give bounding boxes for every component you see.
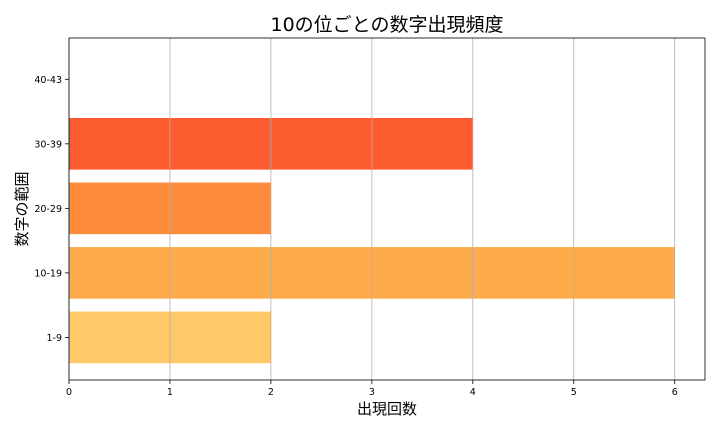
x-tick-label: 3: [369, 387, 375, 398]
x-tick-label: 4: [470, 387, 476, 398]
x-axis-label: 出現回数: [357, 400, 417, 418]
x-tick-label: 5: [571, 387, 577, 398]
y-axis-label: 数字の範囲: [13, 171, 31, 246]
y-tick-label: 30-39: [34, 139, 62, 150]
y-tick-label: 10-19: [34, 268, 62, 279]
x-tick-label: 1: [167, 387, 173, 398]
y-tick-label: 1-9: [46, 333, 62, 344]
x-tick-label: 0: [66, 387, 72, 398]
chart-title: 10の位ごとの数字出現頻度: [271, 14, 504, 36]
y-tick-label: 20-29: [34, 204, 62, 215]
x-tick-label: 6: [672, 387, 678, 398]
plot-frame: [68, 37, 706, 381]
x-tick-label: 2: [268, 387, 274, 398]
y-tick-label: 40-43: [34, 75, 62, 86]
